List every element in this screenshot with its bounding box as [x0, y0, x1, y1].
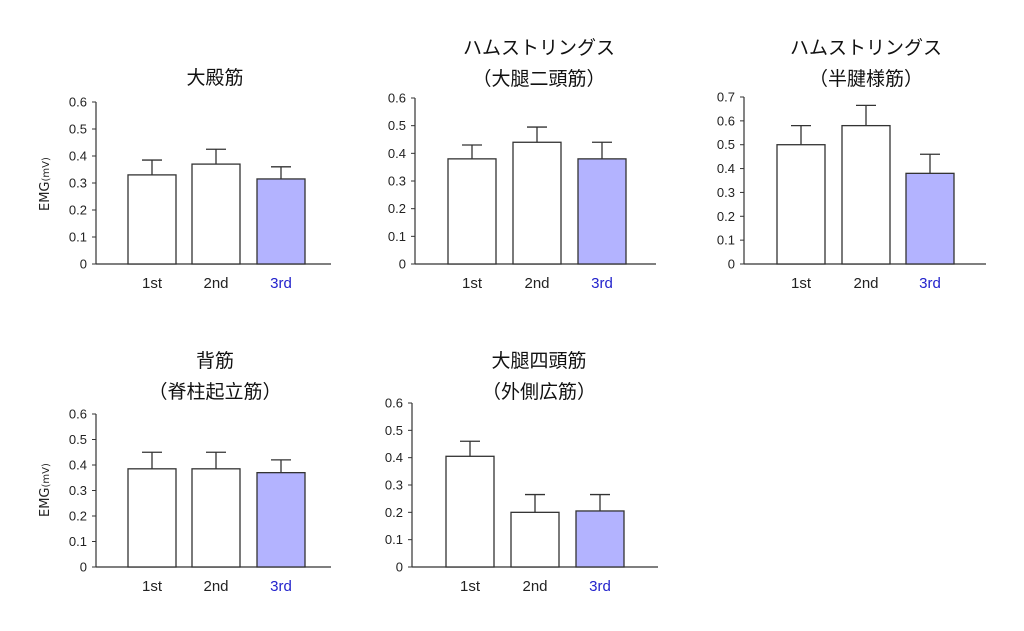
category-label: 2nd: [853, 275, 878, 292]
chart-title-line: ハムストリングス: [462, 37, 615, 59]
y-tick-label: 0.2: [69, 203, 87, 218]
chart-panel-3: 0 0.1 0.2 0.3 0.4 0.5 0.6 0.7 1st 2nd 3rd: [717, 90, 986, 292]
category-label: 3rd: [270, 578, 292, 595]
y-axis-unit: (mV): [41, 463, 52, 488]
chart-panel-1: 0 0.1 0.2 0.3 0.4 0.5 0.6 1st 2nd 3rd: [69, 95, 331, 292]
y-tick-label: 0.4: [717, 161, 735, 176]
y-axis-label-text: EMG: [38, 181, 53, 211]
chart-title-line: 大殿筋: [186, 67, 244, 89]
bar-1st: [447, 158, 497, 265]
chart-title-line: （半腱様筋）: [808, 68, 923, 90]
chart-title-line: （大腿二頭筋）: [472, 68, 606, 90]
chart-title: 背筋 （脊柱起立筋）: [95, 346, 335, 408]
y-tick-label: 0.6: [385, 396, 403, 411]
bar-1st: [127, 174, 177, 265]
y-tick-label: 0.2: [385, 505, 403, 520]
y-tick-label: 0.3: [385, 478, 403, 493]
category-label: 1st: [142, 275, 163, 292]
chart-title: 大殿筋: [95, 63, 335, 94]
y-tick-label: 0: [80, 560, 87, 575]
bar-2nd: [841, 124, 891, 265]
bar-2nd: [510, 511, 560, 568]
chart-panel-2: 0 0.1 0.2 0.3 0.4 0.5 0.6 1st 2nd 3rd: [388, 91, 656, 292]
category-label: 2nd: [522, 578, 547, 595]
chart-title-line: （外側広筋）: [481, 381, 596, 403]
category-label: 2nd: [203, 578, 228, 595]
chart-panel-4: 0 0.1 0.2 0.3 0.4 0.5 0.6 1st 2nd 3rd: [69, 407, 331, 595]
y-tick-label: 0.4: [69, 458, 87, 473]
y-axis-unit: (mV): [41, 157, 52, 182]
y-tick-label: 0.5: [385, 423, 403, 438]
chart-panel-5: 0 0.1 0.2 0.3 0.4 0.5 0.6 1st 2nd 3rd: [385, 396, 658, 595]
category-label: 1st: [142, 578, 163, 595]
y-axis-label-text: EMG: [38, 487, 53, 517]
bar-1st: [776, 144, 826, 265]
bar-3rd: [575, 510, 625, 568]
y-tick-label: 0.2: [717, 209, 735, 224]
y-tick-label: 0.1: [69, 534, 87, 549]
y-tick-label: 0: [80, 257, 87, 272]
chart-title-line: 大腿四頭筋: [491, 350, 587, 372]
y-tick-label: 0.5: [69, 122, 87, 137]
y-tick-label: 0.3: [388, 174, 406, 189]
y-tick-label: 0.4: [388, 146, 406, 161]
y-axis-label: EMG(mV): [38, 157, 53, 211]
bar-3rd: [256, 471, 306, 568]
y-tick-label: 0.5: [69, 432, 87, 447]
y-axis-label: EMG(mV): [38, 463, 53, 517]
y-tick-label: 0.3: [69, 176, 87, 191]
y-tick-label: 0.5: [388, 118, 406, 133]
category-label: 1st: [460, 578, 481, 595]
bar-2nd: [512, 141, 562, 265]
y-tick-label: 0.3: [69, 483, 87, 498]
chart-title-line: 背筋: [195, 350, 234, 372]
category-label: 3rd: [919, 275, 941, 292]
bar-1st: [445, 455, 495, 568]
y-tick-label: 0: [728, 257, 735, 272]
category-label: 3rd: [591, 275, 613, 292]
y-tick-label: 0.1: [385, 532, 403, 547]
bar-2nd: [191, 163, 241, 265]
category-label: 1st: [462, 275, 483, 292]
y-tick-label: 0: [396, 560, 403, 575]
bar-3rd: [577, 158, 627, 265]
y-tick-label: 0.6: [717, 113, 735, 128]
y-tick-label: 0.1: [69, 230, 87, 245]
category-label: 3rd: [589, 578, 611, 595]
bar-2nd: [191, 468, 241, 568]
y-tick-label: 0.6: [69, 95, 87, 110]
y-tick-label: 0.3: [717, 185, 735, 200]
y-tick-label: 0.1: [388, 229, 406, 244]
y-tick-label: 0.1: [717, 233, 735, 248]
bar-3rd: [905, 172, 955, 265]
category-label: 2nd: [203, 275, 228, 292]
bar-1st: [127, 468, 177, 568]
y-tick-label: 0.7: [717, 90, 735, 105]
chart-title: ハムストリングス （半腱様筋）: [746, 33, 986, 95]
bar-3rd: [256, 178, 306, 265]
y-tick-label: 0.6: [69, 407, 87, 422]
y-tick-label: 0.4: [69, 149, 87, 164]
category-label: 2nd: [524, 275, 549, 292]
y-tick-label: 0.2: [388, 201, 406, 216]
chart-title: ハムストリングス （大腿二頭筋）: [419, 33, 659, 95]
chart-title: 大腿四頭筋 （外側広筋）: [419, 346, 659, 408]
chart-title-line: ハムストリングス: [789, 37, 942, 59]
chart-title-line: （脊柱起立筋）: [148, 381, 282, 403]
y-tick-label: 0.6: [388, 91, 406, 106]
category-label: 3rd: [270, 275, 292, 292]
y-tick-label: 0.2: [69, 509, 87, 524]
y-tick-label: 0.4: [385, 450, 403, 465]
y-tick-label: 0.5: [717, 137, 735, 152]
category-label: 1st: [791, 275, 812, 292]
y-tick-label: 0: [399, 257, 406, 272]
